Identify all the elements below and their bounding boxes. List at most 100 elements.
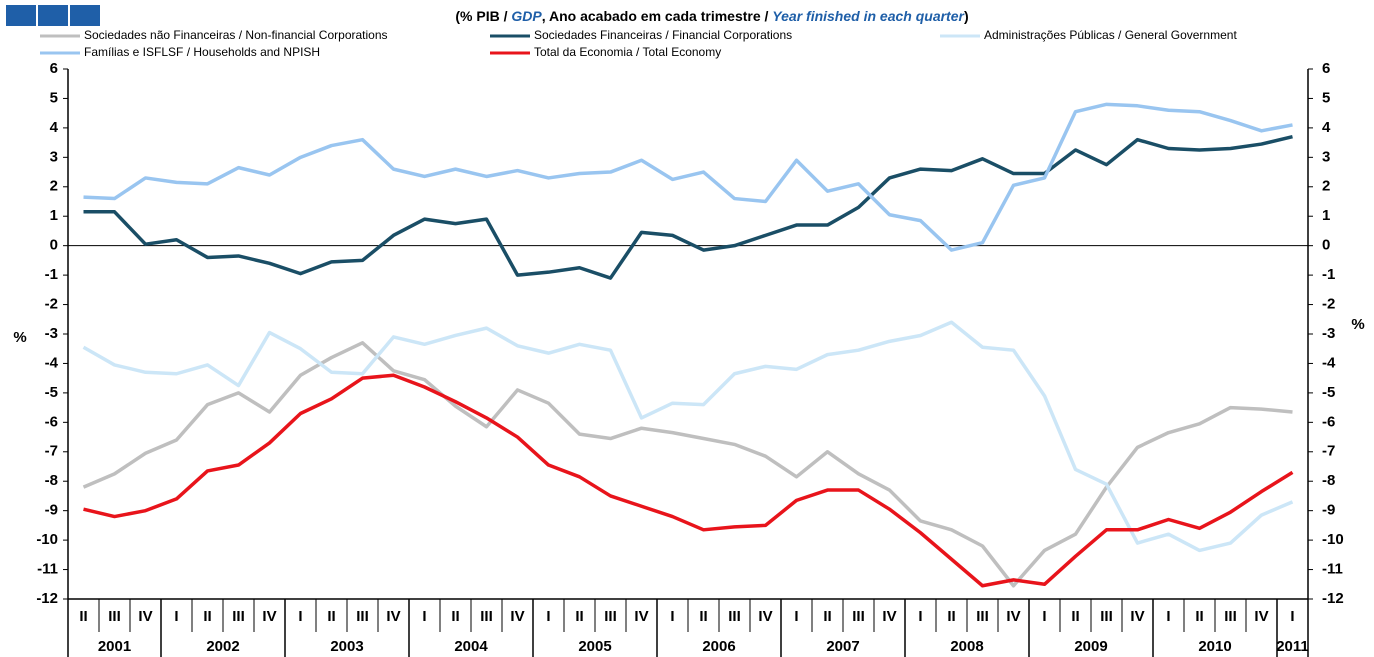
x-tick-label: II (699, 608, 707, 625)
x-tick-label: II (1195, 608, 1203, 625)
year-label: 2011 (1276, 638, 1309, 655)
x-tick-label: II (79, 608, 87, 625)
y-tick-label: -5 (45, 384, 58, 401)
y-tick-label: 1 (50, 207, 58, 224)
legend-label: Sociedades não Financeiras / Non-financi… (84, 28, 388, 42)
y-tick-label: -9 (45, 502, 58, 519)
x-tick-label: I (918, 608, 922, 625)
x-tick-label: I (546, 608, 550, 625)
x-tick-label: II (1071, 608, 1079, 625)
y-tick-label: -2 (45, 296, 58, 313)
chart-title: (% PIB / GDP, Ano acabado em cada trimes… (455, 8, 968, 24)
x-tick-label: IV (262, 608, 276, 625)
x-tick-label: II (947, 608, 955, 625)
series-line (83, 373, 1294, 588)
x-tick-label: I (1166, 608, 1170, 625)
year-label: 2006 (702, 638, 735, 655)
y2-tick-label: -1 (1322, 266, 1335, 283)
legend-label: Sociedades Financeiras / Financial Corpo… (534, 28, 792, 42)
y2-tick-label: -9 (1322, 502, 1335, 519)
x-tick-label: II (451, 608, 459, 625)
y-tick-label: -4 (45, 354, 59, 371)
y2-tick-label: 0 (1322, 237, 1330, 254)
x-tick-label: III (728, 608, 741, 625)
x-tick-label: III (356, 608, 369, 625)
year-label: 2002 (206, 638, 239, 655)
x-tick-label: III (604, 608, 617, 625)
x-tick-label: III (1224, 608, 1237, 625)
title-part: (% PIB / (455, 8, 511, 24)
logo-square (6, 5, 36, 26)
series-line (82, 320, 1294, 553)
series-line (82, 341, 1293, 588)
y-tick-label: 2 (50, 178, 58, 195)
x-tick-label: II (575, 608, 583, 625)
y-tick-label: -12 (36, 590, 58, 607)
x-tick-label: II (823, 608, 831, 625)
y2-tick-label: -11 (1322, 561, 1343, 578)
series-line (83, 102, 1293, 252)
logo-square (38, 5, 68, 26)
y-tick-label: -6 (45, 413, 58, 430)
legend-label: Administrações Públicas / General Govern… (984, 28, 1237, 42)
x-tick-label: I (794, 608, 798, 625)
y2-tick-label: -10 (1322, 531, 1344, 548)
y-tick-label: 4 (50, 119, 59, 136)
x-tick-label: I (1290, 608, 1294, 625)
x-tick-label: IV (1130, 608, 1144, 625)
year-label: 2004 (454, 638, 488, 655)
year-label: 2010 (1198, 638, 1231, 655)
x-tick-label: IV (882, 608, 896, 625)
x-tick-label: IV (1006, 608, 1020, 625)
x-tick-label: II (203, 608, 211, 625)
y-tick-label: 6 (50, 60, 58, 77)
y-tick-label: -7 (45, 443, 58, 460)
year-label: 2003 (330, 638, 363, 655)
y2-tick-label: -12 (1322, 590, 1344, 607)
title-part: , Ano acabado em cada trimestre / (542, 8, 773, 24)
x-tick-label: III (232, 608, 245, 625)
y2-tick-label: 5 (1322, 89, 1330, 106)
year-label: 2007 (826, 638, 859, 655)
y2-tick-label: -8 (1322, 472, 1335, 489)
x-tick-label: III (108, 608, 121, 625)
x-tick-label: III (852, 608, 865, 625)
x-tick-label: III (480, 608, 493, 625)
y2-tick-label: 3 (1322, 148, 1330, 165)
y-tick-label: 5 (50, 89, 58, 106)
y2-tick-label: -7 (1322, 443, 1335, 460)
y2-axis-label: % (1351, 316, 1364, 333)
y-tick-label: -3 (45, 325, 58, 342)
logo-square (70, 5, 100, 26)
x-tick-label: III (976, 608, 989, 625)
y-tick-label: -11 (37, 561, 58, 578)
year-label: 2009 (1074, 638, 1107, 655)
y-tick-label: -8 (45, 472, 58, 489)
y2-tick-label: 2 (1322, 178, 1330, 195)
y2-tick-label: -2 (1322, 296, 1335, 313)
y2-tick-label: -4 (1322, 354, 1336, 371)
y-tick-label: 0 (50, 237, 58, 254)
series-line (83, 135, 1293, 280)
x-tick-label: IV (1254, 608, 1268, 625)
x-tick-label: I (422, 608, 426, 625)
x-tick-label: III (1100, 608, 1113, 625)
y-tick-label: 3 (50, 148, 58, 165)
title-part: ) (964, 8, 969, 24)
x-tick-label: I (1042, 608, 1046, 625)
y2-tick-label: 4 (1322, 119, 1331, 136)
legend-label: Famílias e ISFLSF / Households and NPISH (84, 45, 320, 59)
title-part: GDP (511, 8, 542, 24)
x-tick-label: IV (758, 608, 772, 625)
year-label: 2005 (578, 638, 611, 655)
x-tick-label: I (174, 608, 178, 625)
y-tick-label: -10 (36, 531, 58, 548)
y2-tick-label: 6 (1322, 60, 1330, 77)
year-label: 2008 (950, 638, 983, 655)
y-axis-label: % (13, 329, 26, 346)
x-tick-label: IV (138, 608, 152, 625)
title-part: Year finished in each quarter (772, 8, 965, 24)
y2-tick-label: -3 (1322, 325, 1335, 342)
y2-tick-label: -5 (1322, 384, 1335, 401)
